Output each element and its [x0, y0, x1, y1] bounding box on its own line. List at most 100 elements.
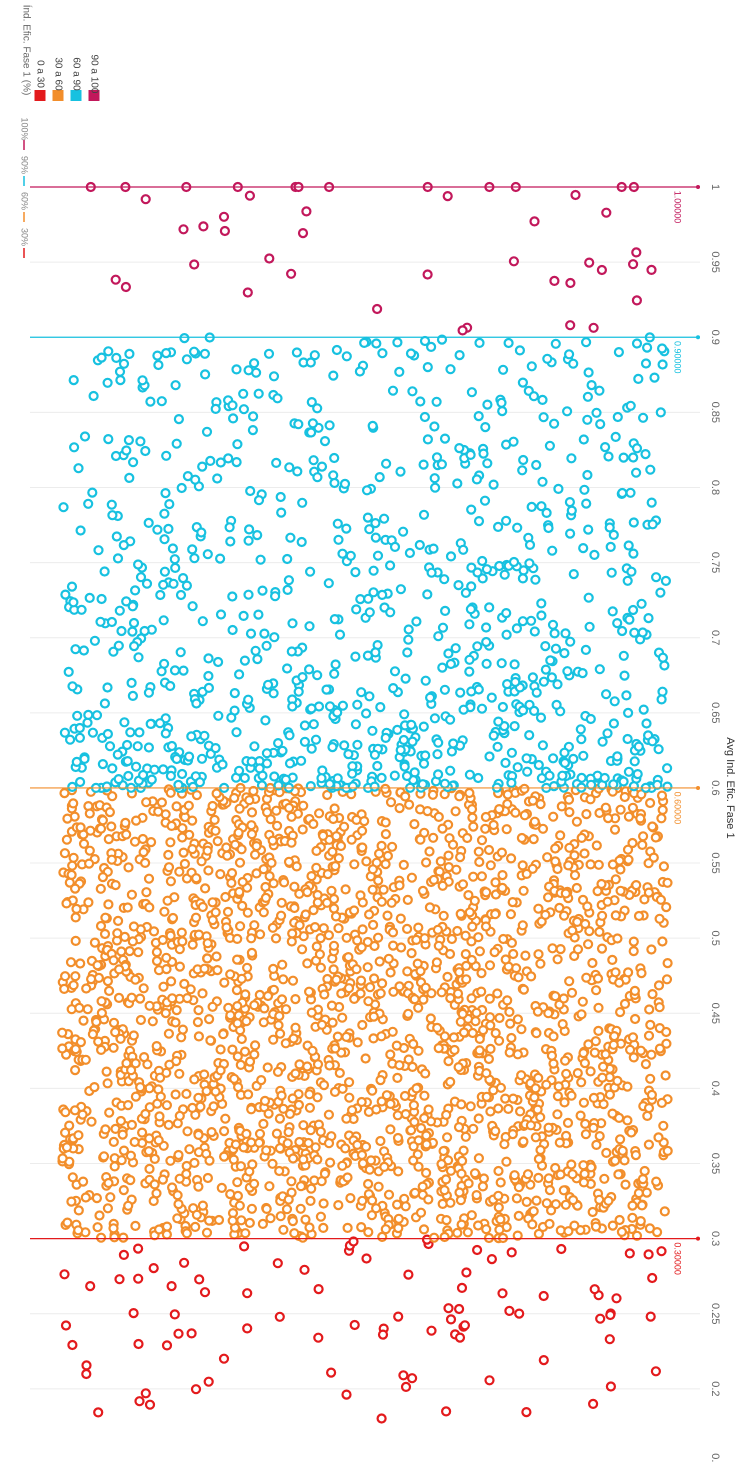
tick-label: 0.75: [709, 552, 721, 573]
data-point: [507, 1128, 518, 1140]
data-point: [376, 840, 387, 852]
data-point: [536, 598, 547, 609]
data-point: [230, 839, 241, 850]
data-point: [143, 1145, 154, 1157]
data-point: [305, 780, 316, 792]
data-point: [524, 729, 535, 741]
data-point: [556, 1243, 567, 1255]
data-point: [370, 647, 381, 658]
data-point: [583, 592, 594, 603]
data-point: [584, 925, 595, 937]
data-point: [114, 1274, 125, 1285]
data-point: [429, 473, 440, 484]
data-point: [402, 647, 413, 658]
data-point: [538, 1354, 549, 1366]
data-point: [130, 1058, 141, 1069]
data-point: [235, 921, 246, 932]
data-point: [431, 396, 442, 407]
data-point: [176, 927, 187, 938]
data-point: [422, 269, 433, 280]
data-point: [108, 1136, 119, 1148]
data-point: [361, 856, 372, 867]
data-point: [467, 812, 478, 823]
data-point: [135, 1014, 146, 1026]
data-point: [246, 820, 257, 831]
data-point: [602, 896, 613, 907]
data-point: [298, 800, 309, 811]
data-point: [249, 1000, 260, 1011]
data-point: [387, 841, 398, 852]
data-point: [395, 466, 406, 477]
data-point: [258, 907, 269, 918]
tick-label: 0.55: [709, 852, 721, 873]
data-point: [84, 808, 95, 819]
data-point: [202, 549, 213, 560]
data-point: [619, 998, 631, 1010]
data-point: [304, 986, 315, 997]
data-point: [615, 885, 626, 896]
data-point: [537, 823, 549, 834]
data-point: [518, 1136, 529, 1147]
data-point: [517, 377, 529, 388]
data-point: [504, 1305, 515, 1317]
data-point: [286, 1176, 297, 1187]
data-point: [311, 941, 322, 952]
data-point: [287, 701, 298, 712]
data-point: [516, 1024, 527, 1035]
data-point: [155, 1091, 166, 1102]
data-point: [422, 362, 433, 373]
data-point: [151, 1040, 162, 1052]
data-point: [557, 1018, 568, 1030]
data-point: [578, 1097, 590, 1108]
data-point: [243, 1089, 254, 1100]
data-point: [213, 1214, 225, 1226]
data-point: [130, 1220, 141, 1232]
data-point: [274, 1113, 285, 1124]
data-point: [385, 607, 396, 618]
data-point: [368, 565, 379, 576]
data-point: [115, 1033, 126, 1044]
data-point: [368, 919, 379, 931]
data-point: [217, 759, 228, 770]
data-point: [274, 1311, 285, 1322]
data-point: [127, 601, 138, 612]
data-point: [251, 840, 262, 852]
data-point: [531, 687, 542, 698]
data-point: [591, 1139, 602, 1151]
data-point: [236, 973, 247, 984]
data-point: [643, 1139, 655, 1150]
reference-lines-legend: 30%60%90%100%: [20, 117, 30, 258]
data-point: [93, 1036, 104, 1047]
data-point: [533, 1072, 544, 1084]
data-point: [215, 1065, 226, 1076]
data-point: [352, 935, 363, 946]
data-point: [302, 1061, 313, 1072]
data-point: [349, 859, 360, 870]
x-axis-title: Avg Ind. Efic. Fase 1: [724, 737, 736, 838]
data-point: [280, 1038, 291, 1049]
data-point: [173, 779, 184, 791]
data-point: [552, 679, 563, 690]
data-point: [447, 839, 459, 850]
data-point: [201, 1227, 213, 1238]
data-point: [361, 485, 373, 496]
data-point: [315, 932, 326, 944]
data-point: [69, 1064, 81, 1076]
data-point: [627, 802, 639, 813]
data-point: [387, 385, 399, 396]
data-point: [74, 732, 86, 743]
data-point: [567, 1169, 578, 1180]
data-point: [81, 983, 92, 994]
data-point: [228, 1154, 239, 1165]
data-point: [232, 439, 243, 450]
data-point: [161, 952, 172, 963]
data-point: [144, 1163, 155, 1175]
data-point: [59, 1127, 71, 1138]
data-point: [202, 953, 213, 964]
data-point: [569, 850, 580, 861]
data-point: [258, 864, 269, 875]
data-point: [376, 1096, 387, 1107]
data-point: [656, 1246, 667, 1257]
data-point: [330, 1043, 341, 1054]
data-point: [345, 1192, 356, 1204]
